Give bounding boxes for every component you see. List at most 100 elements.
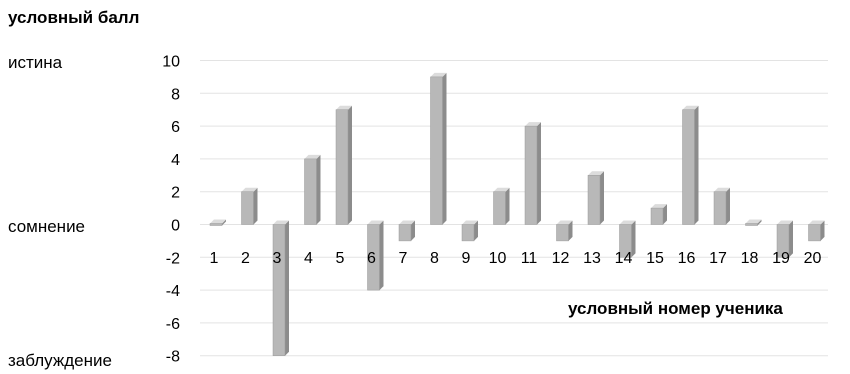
bar bbox=[713, 187, 730, 225]
y-tick-label: 10 bbox=[162, 54, 180, 71]
bar-front bbox=[713, 191, 727, 225]
bar bbox=[493, 187, 510, 225]
x-tick-label: 14 bbox=[615, 250, 633, 267]
bar-top bbox=[367, 220, 384, 225]
x-tick-label: 19 bbox=[772, 250, 790, 267]
bar-side bbox=[285, 220, 289, 356]
bar-front bbox=[335, 109, 349, 225]
bar-front bbox=[524, 125, 538, 225]
y-tick-label: 4 bbox=[171, 152, 180, 169]
bar bbox=[461, 220, 478, 242]
bar-top bbox=[714, 187, 730, 192]
bar bbox=[587, 171, 604, 225]
bar-side bbox=[631, 220, 636, 258]
x-tick-label: 3 bbox=[273, 250, 282, 267]
x-tick-label: 12 bbox=[552, 250, 570, 267]
x-tick-label: 9 bbox=[462, 250, 471, 267]
bar-top bbox=[619, 220, 636, 225]
bar bbox=[209, 219, 226, 226]
x-tick-label: 11 bbox=[521, 250, 538, 267]
bar-front bbox=[209, 223, 223, 226]
bar-top bbox=[241, 187, 258, 192]
bar-side bbox=[820, 220, 825, 241]
bar-front bbox=[304, 158, 317, 225]
x-tick-label: 1 bbox=[210, 250, 219, 267]
bar-top bbox=[304, 154, 321, 159]
bar-top bbox=[399, 220, 415, 225]
bar bbox=[304, 154, 321, 225]
x-tick-label: 18 bbox=[741, 250, 759, 267]
bar bbox=[808, 220, 825, 242]
y-tick-label: 2 bbox=[171, 185, 180, 202]
bar bbox=[745, 219, 762, 226]
bars bbox=[209, 72, 825, 356]
bar-side bbox=[694, 105, 699, 225]
bar-front bbox=[430, 76, 443, 225]
x-axis-title: условный номер ученика bbox=[568, 299, 783, 318]
bar-side bbox=[379, 220, 384, 291]
bar-front bbox=[745, 223, 758, 226]
bar bbox=[556, 220, 573, 242]
bar-top bbox=[210, 219, 226, 224]
bar-top bbox=[462, 220, 478, 225]
bar-top bbox=[745, 219, 762, 224]
bar-side bbox=[663, 204, 667, 225]
bar bbox=[398, 220, 415, 242]
y-tick-labels: 10 8 6 4 2 0 -2 -4 -6 -8 bbox=[162, 54, 180, 366]
bar-front bbox=[776, 224, 790, 258]
bar bbox=[776, 220, 793, 258]
x-tick-label: 8 bbox=[430, 250, 439, 267]
x-tick-label: 4 bbox=[304, 250, 313, 267]
bar-front bbox=[493, 191, 506, 225]
bar-top bbox=[336, 105, 352, 110]
y-axis-title: условный балл bbox=[8, 8, 139, 27]
x-tick-label: 16 bbox=[678, 250, 696, 267]
bar bbox=[619, 220, 636, 258]
bar bbox=[367, 220, 384, 291]
bar bbox=[682, 105, 699, 225]
bar-top bbox=[273, 220, 289, 225]
bar-side bbox=[253, 187, 258, 225]
bar-front bbox=[619, 224, 632, 258]
x-tick-label: 17 bbox=[709, 250, 727, 267]
bar-front bbox=[272, 224, 286, 356]
label-truth: истина bbox=[8, 53, 63, 72]
bar-side bbox=[600, 171, 604, 225]
bar-side bbox=[537, 122, 541, 225]
bar-top bbox=[777, 220, 793, 225]
bar-front bbox=[808, 224, 821, 242]
bar bbox=[335, 105, 352, 225]
x-tick-label: 10 bbox=[489, 250, 507, 267]
bar-side bbox=[474, 220, 478, 241]
bar-side bbox=[316, 154, 321, 225]
bar-side bbox=[505, 187, 510, 225]
bar-front bbox=[682, 109, 695, 225]
x-tick-label: 6 bbox=[367, 250, 376, 267]
bar-side bbox=[222, 219, 226, 226]
bar bbox=[241, 187, 258, 225]
bar-side bbox=[726, 187, 730, 225]
bar-front bbox=[556, 224, 569, 242]
bar-side bbox=[348, 105, 352, 225]
y-tick-label: -8 bbox=[166, 349, 180, 366]
y-tick-label: 6 bbox=[171, 119, 180, 136]
bar-side bbox=[568, 220, 573, 241]
bar bbox=[272, 220, 289, 356]
bar-top bbox=[525, 122, 541, 127]
label-misconception: заблуждение bbox=[8, 351, 112, 370]
bar-top bbox=[556, 220, 573, 225]
bar bbox=[650, 204, 667, 225]
bar bbox=[524, 122, 541, 225]
bar-top bbox=[493, 187, 510, 192]
bar-side bbox=[411, 220, 415, 241]
bar-top bbox=[651, 204, 667, 209]
bar-front bbox=[587, 175, 601, 225]
x-tick-label: 15 bbox=[646, 250, 664, 267]
x-tick-label: 13 bbox=[583, 250, 601, 267]
x-tick-label: 7 bbox=[399, 250, 408, 267]
x-tick-labels: 1 2 3 4 5 6 7 8 9 10 11 12 13 14 15 16 17 18 19 20 bbox=[210, 250, 822, 267]
bar-side bbox=[757, 219, 762, 226]
y-tick-label: 8 bbox=[171, 86, 180, 103]
bar-top bbox=[808, 220, 825, 225]
